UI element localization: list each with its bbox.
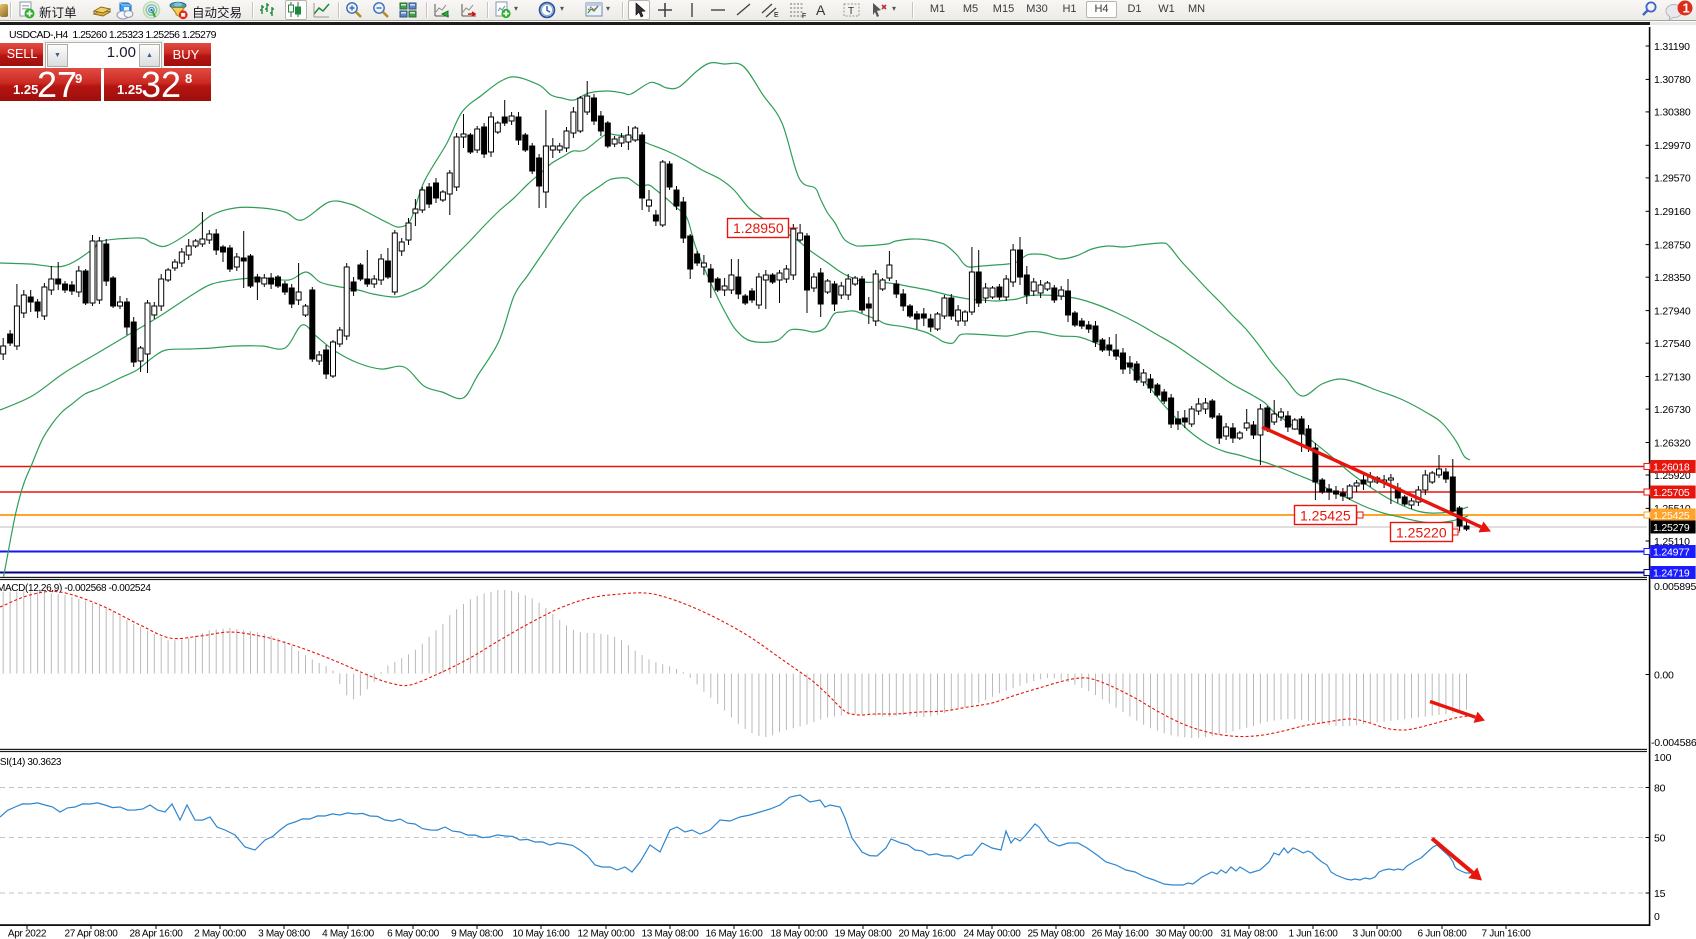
svg-text:1.26730: 1.26730 <box>1654 404 1691 416</box>
svg-text:1.24719: 1.24719 <box>1653 567 1690 579</box>
svg-text:1.25425: 1.25425 <box>1300 508 1351 524</box>
svg-text:1.25705: 1.25705 <box>1653 487 1690 499</box>
svg-text:1.25425: 1.25425 <box>1653 510 1690 522</box>
svg-text:T: T <box>848 6 854 17</box>
svg-text:26 May 16:00: 26 May 16:00 <box>1092 929 1150 939</box>
svg-text:13 May 08:00: 13 May 08:00 <box>642 929 700 939</box>
svg-text:4 May 16:00: 4 May 16:00 <box>322 929 374 939</box>
svg-text:1.27130: 1.27130 <box>1654 371 1691 383</box>
svg-text:1.29160: 1.29160 <box>1654 206 1691 218</box>
svg-text:19 May 08:00: 19 May 08:00 <box>835 929 893 939</box>
svg-text:12 May 00:00: 12 May 00:00 <box>578 929 636 939</box>
svg-text:1.28950: 1.28950 <box>733 220 784 236</box>
svg-text:3 Jun 00:00: 3 Jun 00:00 <box>1353 929 1403 939</box>
svg-text:80: 80 <box>1654 782 1666 794</box>
svg-text:1.24977: 1.24977 <box>1653 546 1690 558</box>
svg-text:1.28350: 1.28350 <box>1654 272 1691 284</box>
svg-text:31 May 08:00: 31 May 08:00 <box>1221 929 1279 939</box>
svg-text:15: 15 <box>1654 888 1666 900</box>
svg-text:10 May 16:00: 10 May 16:00 <box>513 929 571 939</box>
svg-text:50: 50 <box>1654 832 1666 844</box>
svg-text:100: 100 <box>1654 752 1672 764</box>
svg-text:1.30780: 1.30780 <box>1654 74 1691 86</box>
svg-text:18 May 00:00: 18 May 00:00 <box>771 929 829 939</box>
svg-text:-0.004586: -0.004586 <box>1651 737 1696 749</box>
svg-text:6 Jun 08:00: 6 Jun 08:00 <box>1418 929 1468 939</box>
svg-text:0.005895: 0.005895 <box>1654 581 1696 593</box>
svg-text:6 May 00:00: 6 May 00:00 <box>387 929 439 939</box>
svg-text:25 May 08:00: 25 May 08:00 <box>1028 929 1086 939</box>
svg-text:Apr 2022: Apr 2022 <box>8 929 47 939</box>
svg-text:1.27940: 1.27940 <box>1654 305 1691 317</box>
svg-text:30 May 00:00: 30 May 00:00 <box>1156 929 1214 939</box>
svg-text:F: F <box>802 13 806 19</box>
svg-text:1: 1 <box>1683 1 1690 16</box>
svg-text:1.30380: 1.30380 <box>1654 107 1691 119</box>
svg-text:0.00: 0.00 <box>1654 669 1674 681</box>
svg-text:MACD(12,26,9) -0.002568 -0.002: MACD(12,26,9) -0.002568 -0.002524 <box>0 583 151 594</box>
svg-text:2 May 00:00: 2 May 00:00 <box>194 929 246 939</box>
svg-text:0: 0 <box>1654 911 1660 923</box>
svg-text:9 May 08:00: 9 May 08:00 <box>451 929 503 939</box>
svg-text:24 May 00:00: 24 May 00:00 <box>964 929 1022 939</box>
svg-text:1.29970: 1.29970 <box>1654 140 1691 152</box>
svg-text:27 Apr 08:00: 27 Apr 08:00 <box>64 929 118 939</box>
svg-text:1.25110: 1.25110 <box>1654 536 1690 548</box>
svg-text:1 Jun 16:00: 1 Jun 16:00 <box>1289 929 1339 939</box>
svg-text:1.25220: 1.25220 <box>1396 525 1447 541</box>
svg-text:16 May 16:00: 16 May 16:00 <box>706 929 764 939</box>
svg-text:E: E <box>774 12 779 19</box>
svg-text:1.29570: 1.29570 <box>1654 173 1691 185</box>
svg-text:1.26018: 1.26018 <box>1653 461 1690 473</box>
svg-text:RSI(14) 30.3623: RSI(14) 30.3623 <box>0 757 62 768</box>
svg-text:1.27540: 1.27540 <box>1654 338 1691 350</box>
svg-text:1.28750: 1.28750 <box>1654 239 1691 251</box>
svg-text:7 Jun 16:00: 7 Jun 16:00 <box>1482 929 1532 939</box>
svg-text:1.31190: 1.31190 <box>1654 41 1690 53</box>
svg-text:1.25279: 1.25279 <box>1653 522 1690 534</box>
svg-text:1.26320: 1.26320 <box>1654 437 1691 449</box>
svg-text:20 May 16:00: 20 May 16:00 <box>899 929 957 939</box>
svg-text:3 May 08:00: 3 May 08:00 <box>258 929 310 939</box>
svg-text:28 Apr 16:00: 28 Apr 16:00 <box>129 929 183 939</box>
